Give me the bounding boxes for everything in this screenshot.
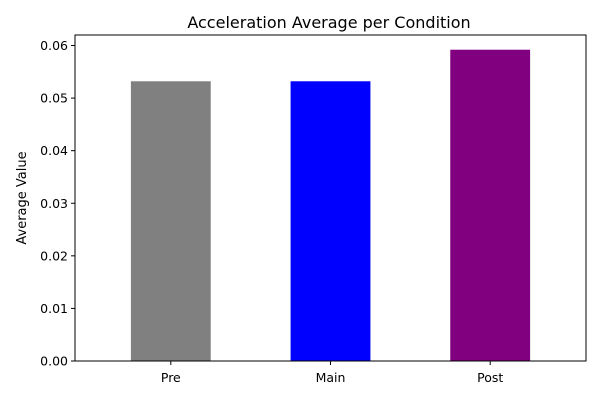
- x-axis-ticks: Pre Main Post: [161, 361, 503, 385]
- y-axis-ticks: 0.00 0.01 0.02 0.03 0.04 0.05 0.06: [40, 38, 75, 369]
- bars-group: [130, 49, 531, 361]
- plot-frame: [74, 34, 587, 362]
- x-tick-label: Main: [316, 370, 346, 385]
- y-tick-label: 0.06: [40, 38, 68, 53]
- x-tick-label: Pre: [161, 370, 181, 385]
- bar-pre: [130, 81, 211, 361]
- y-tick-label: 0.03: [40, 196, 68, 211]
- y-axis-label: Average Value: [15, 151, 30, 244]
- y-tick-label: 0.00: [40, 354, 68, 369]
- chart-title: Acceleration Average per Condition: [187, 13, 470, 32]
- bar-main: [290, 81, 371, 361]
- y-tick-label: 0.04: [40, 143, 68, 158]
- y-tick-label: 0.02: [40, 248, 68, 263]
- bar-post: [450, 49, 531, 361]
- y-tick-label: 0.05: [40, 91, 68, 106]
- y-tick-label: 0.01: [40, 301, 68, 316]
- x-tick-label: Post: [477, 370, 503, 385]
